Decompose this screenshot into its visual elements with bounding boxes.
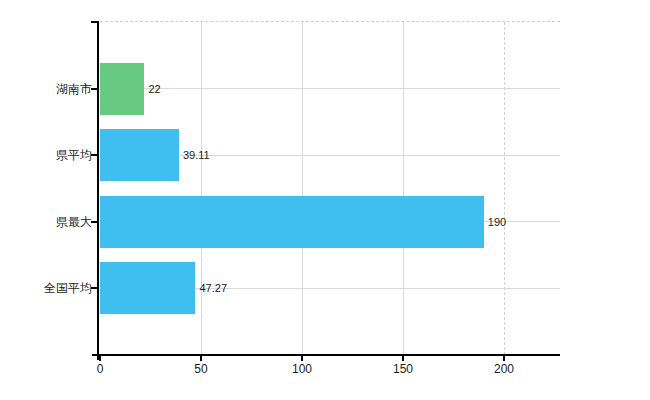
x-gridline	[403, 22, 404, 355]
bar	[100, 129, 179, 181]
x-tick-label: 150	[383, 362, 423, 376]
x-gridline	[201, 22, 202, 355]
plot-area: 22 39.11 190 47.27 湖南市県平均県最大全国平均 0 50 100 150 200	[0, 0, 650, 400]
category-label: 湖南市	[0, 81, 92, 97]
y-axis-tick	[91, 287, 99, 289]
x-gridline	[302, 22, 303, 355]
bar-value-label: 39.11	[183, 148, 210, 162]
x-tick-label: 100	[282, 362, 322, 376]
x-axis	[92, 354, 560, 356]
bar	[100, 262, 195, 314]
category-label: 県平均	[0, 147, 92, 163]
y-axis-tick	[91, 154, 99, 156]
y-axis-top-tick	[91, 21, 99, 23]
x-axis-tick	[503, 356, 505, 361]
y-axis-tick	[91, 88, 99, 90]
x-axis-tick	[402, 356, 404, 361]
x-gridline-dashed	[504, 22, 505, 355]
category-label: 全国平均	[0, 280, 92, 296]
bar-value-label: 47.27	[199, 281, 227, 295]
plot-top-border	[100, 21, 560, 22]
y-gridline	[100, 88, 560, 89]
x-tick-label: 0	[80, 362, 120, 376]
x-tick-label: 200	[484, 362, 524, 376]
horizontal-bar-chart: 22 39.11 190 47.27 湖南市県平均県最大全国平均 0 50 100 150 200	[0, 0, 650, 400]
bar	[100, 63, 144, 115]
x-axis-tick	[301, 356, 303, 361]
bar-value-label: 190	[488, 215, 506, 229]
bar-value-label: 22	[148, 82, 160, 96]
bar	[100, 196, 484, 248]
x-axis-tick	[99, 356, 101, 361]
y-axis-tick	[91, 221, 99, 223]
x-axis-tick	[200, 356, 202, 361]
y-axis	[97, 22, 99, 360]
x-tick-label: 50	[181, 362, 221, 376]
category-label: 県最大	[0, 214, 92, 230]
